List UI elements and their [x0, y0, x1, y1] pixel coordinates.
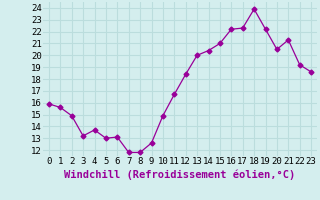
X-axis label: Windchill (Refroidissement éolien,°C): Windchill (Refroidissement éolien,°C): [64, 169, 296, 180]
